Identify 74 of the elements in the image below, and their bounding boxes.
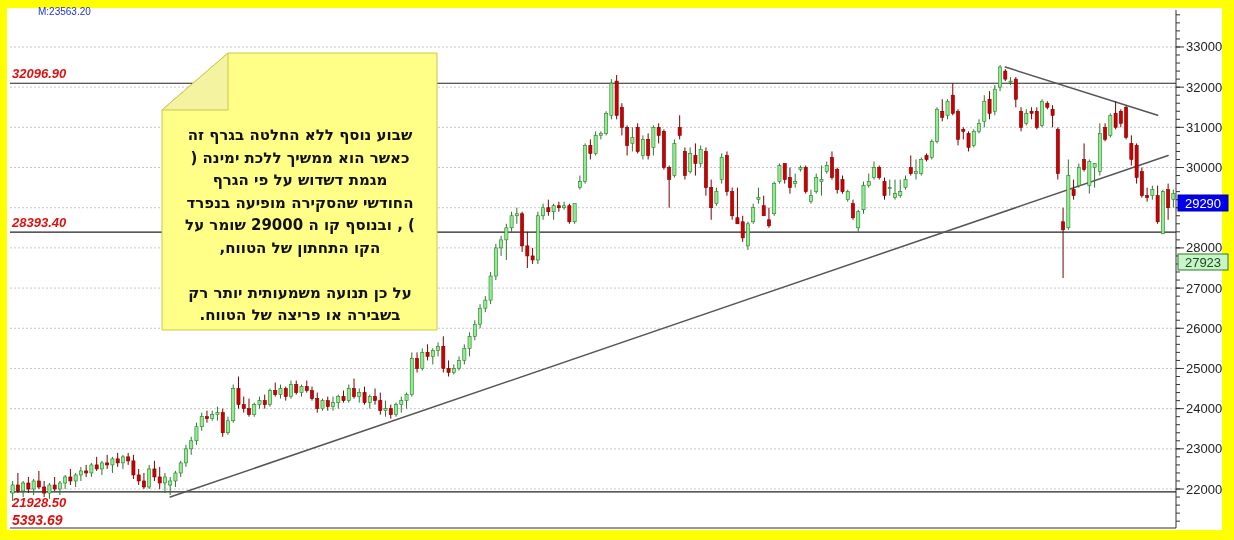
candlestick (1108, 112, 1113, 138)
y-tick-label: 33000 (1186, 39, 1223, 55)
candlestick (992, 84, 997, 116)
candlestick (945, 98, 950, 120)
candlestick (1103, 122, 1107, 142)
candlestick (688, 146, 693, 175)
y-tick-label: 27000 (1186, 280, 1223, 296)
candlestick (16, 472, 20, 494)
candlestick (746, 221, 750, 251)
y-tick-label: 22000 (1186, 481, 1223, 497)
y-tick-label: 23000 (1186, 441, 1223, 457)
candlestick (761, 195, 766, 217)
candlestick (1019, 106, 1023, 132)
candlestick (940, 98, 945, 122)
annotation: M:23563.20 (38, 6, 92, 17)
candlestick (1171, 189, 1176, 209)
text: שבוע נוסף ללא החלטה בגרף זה כאשר הוא ממשיך ללכת ימינה ( מגמת דשדוש על פי הגרף החודשי שהסקירה מופיעה בנפרד ) , ובנוסף קו ה 29000 שומר על הקו התחתון של הטווח, על כן תנועה משמעותית יותר רק בשבירה או פריצה של הטווח. (185, 126, 415, 324)
candlestick (751, 203, 756, 225)
candlestick (147, 464, 152, 490)
candlestick (1071, 179, 1076, 201)
candlestick (908, 154, 913, 177)
ref-line-label: 21928.50 (11, 494, 67, 510)
candlestick (588, 138, 593, 160)
candlestick (693, 142, 698, 177)
candlestick (777, 163, 782, 185)
candlestick (719, 152, 724, 185)
candlestick (1061, 207, 1065, 279)
candlestick (556, 201, 561, 213)
candlestick (562, 201, 566, 211)
candlestick (882, 177, 887, 201)
candlestick (677, 114, 682, 140)
candlestick (572, 203, 577, 225)
candlestick (966, 130, 971, 152)
y-tick-label: 32000 (1186, 79, 1223, 95)
candlestick (998, 64, 1002, 92)
candlestick (567, 203, 572, 225)
candlestick (346, 384, 351, 404)
annotation: 5393.69 (12, 512, 63, 528)
candlestick (1013, 76, 1018, 108)
y-tick-label: 24000 (1186, 401, 1223, 417)
candlestick (220, 408, 225, 438)
candlestick (872, 161, 876, 181)
candlestick (1050, 104, 1055, 128)
candlestick (268, 388, 272, 408)
candlestick (767, 207, 771, 229)
y-tick-label: 28000 (1186, 240, 1223, 256)
candlestick (289, 380, 293, 400)
y-tick-label: 26000 (1186, 320, 1223, 336)
candlestick (362, 386, 367, 406)
candlestick (420, 347, 425, 371)
candlestick (352, 378, 356, 400)
candlestick (714, 187, 719, 207)
y-tick-label: 30000 (1186, 160, 1223, 176)
candlestick (1166, 183, 1170, 221)
y-tick-label: 31000 (1186, 119, 1223, 135)
candlestick (205, 410, 209, 424)
ref-line-label: 32096.90 (12, 66, 67, 82)
candlestick (982, 94, 987, 128)
candlestick (987, 90, 992, 120)
candlestick (856, 209, 861, 233)
candlestick (651, 124, 656, 156)
candlestick (415, 351, 419, 373)
candlestick (630, 126, 635, 152)
y-tick-label: 25000 (1186, 360, 1223, 376)
text: 29290 (1184, 196, 1222, 211)
candlestick (641, 134, 645, 160)
candlestick (1082, 142, 1086, 173)
text: 27923 (1184, 255, 1222, 270)
candlestick (851, 199, 855, 221)
candlestick (698, 144, 703, 169)
candlestick (646, 132, 651, 160)
ref-line-label: 28393.40 (11, 215, 67, 231)
candlestick (1076, 163, 1081, 189)
candlestick (809, 189, 813, 205)
